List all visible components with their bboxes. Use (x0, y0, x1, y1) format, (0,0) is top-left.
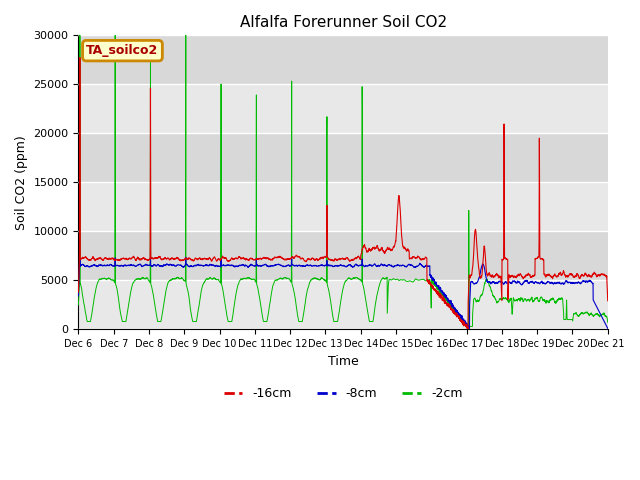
-16cm (463, 326, 471, 332)
Legend: -16cm, -8cm, -2cm: -16cm, -8cm, -2cm (219, 383, 467, 406)
-8cm (554, 279, 561, 285)
-8cm (604, 325, 612, 331)
Line: -16cm: -16cm (79, 58, 608, 329)
-16cm (604, 298, 612, 304)
-2cm (604, 320, 612, 325)
-16cm (604, 295, 611, 300)
-8cm (395, 263, 403, 268)
-2cm (76, 33, 84, 38)
-16cm (75, 289, 83, 295)
Y-axis label: Soil CO2 (ppm): Soil CO2 (ppm) (15, 135, 28, 230)
-2cm (75, 302, 83, 308)
Bar (79, 36, 608, 84)
Bar (79, 84, 608, 133)
Line: -8cm: -8cm (79, 257, 608, 328)
-2cm (604, 318, 611, 324)
-16cm (554, 273, 561, 279)
-8cm (604, 325, 611, 331)
-8cm (182, 254, 189, 260)
-2cm (554, 298, 561, 303)
-16cm (395, 194, 403, 200)
-2cm (223, 310, 230, 315)
-8cm (465, 325, 473, 331)
Bar (79, 280, 608, 329)
Title: Alfalfa Forerunner Soil CO2: Alfalfa Forerunner Soil CO2 (239, 15, 447, 30)
-2cm (188, 315, 196, 321)
-8cm (223, 263, 230, 268)
-2cm (395, 277, 403, 283)
-16cm (223, 255, 230, 261)
Text: TA_soilco2: TA_soilco2 (86, 44, 159, 57)
Line: -2cm: -2cm (79, 36, 608, 326)
X-axis label: Time: Time (328, 355, 358, 368)
-8cm (188, 264, 196, 269)
Bar (79, 182, 608, 231)
-16cm (76, 55, 84, 60)
Bar (79, 133, 608, 182)
-16cm (188, 257, 196, 263)
-8cm (75, 293, 83, 299)
-8cm (404, 262, 412, 268)
-2cm (404, 278, 412, 284)
Bar (79, 231, 608, 280)
-2cm (463, 324, 470, 329)
-16cm (404, 246, 412, 252)
